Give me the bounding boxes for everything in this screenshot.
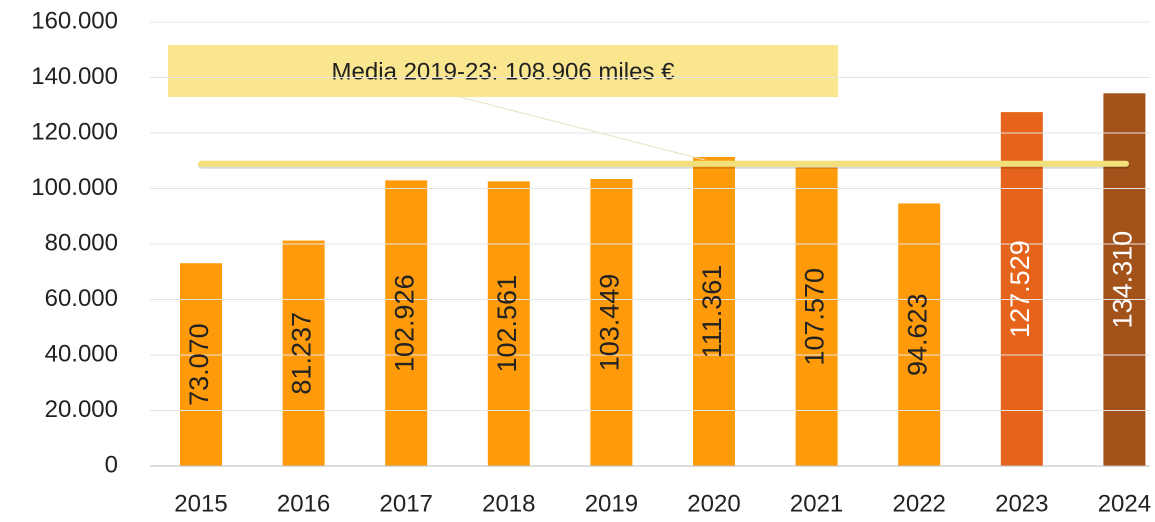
x-tick-label: 2022	[893, 490, 946, 517]
x-tick-label: 2019	[585, 490, 638, 517]
value-label: 134.310	[1108, 231, 1138, 329]
y-tick-label: 0	[105, 451, 118, 478]
y-tick-label: 160.000	[31, 7, 118, 34]
bar	[795, 167, 838, 466]
y-tick-label: 60.000	[45, 285, 118, 312]
x-tick-label: 2015	[174, 490, 227, 517]
x-tick-label: 2024	[1098, 490, 1151, 517]
value-label: 102.561	[492, 275, 522, 373]
bar	[1103, 93, 1146, 467]
bar	[180, 263, 222, 466]
value-label: 127.529	[1005, 240, 1035, 338]
y-tick-label: 100.000	[31, 174, 118, 201]
value-label: 81.237	[287, 312, 317, 395]
value-label: 94.623	[902, 293, 932, 376]
value-label: 73.070	[184, 323, 214, 406]
y-tick-label: 140.000	[31, 63, 118, 90]
value-label: 107.570	[800, 268, 830, 366]
y-tick-label: 80.000	[45, 229, 118, 256]
bar	[590, 178, 633, 467]
bar	[693, 156, 735, 467]
mean-label: Media 2019-23: 108.906 miles €	[332, 58, 676, 85]
y-tick-label: 20.000	[45, 396, 118, 423]
value-label: 102.926	[389, 274, 419, 372]
bar	[487, 181, 530, 466]
x-tick-label: 2023	[995, 490, 1048, 517]
x-tick-label: 2020	[687, 490, 740, 517]
bar	[1000, 112, 1043, 466]
annotation-leader	[459, 96, 706, 161]
bar	[385, 180, 428, 466]
x-tick-label: 2016	[277, 490, 330, 517]
bar	[898, 203, 941, 466]
bar	[282, 240, 325, 466]
value-label: 111.361	[697, 265, 727, 359]
x-tick-label: 2017	[380, 490, 433, 517]
value-label: 103.449	[595, 274, 625, 372]
x-tick-label: 2021	[790, 490, 843, 517]
x-tick-label: 2018	[482, 490, 535, 517]
y-tick-label: 120.000	[31, 118, 118, 145]
annotation-box	[168, 45, 838, 97]
y-tick-label: 40.000	[45, 340, 118, 367]
